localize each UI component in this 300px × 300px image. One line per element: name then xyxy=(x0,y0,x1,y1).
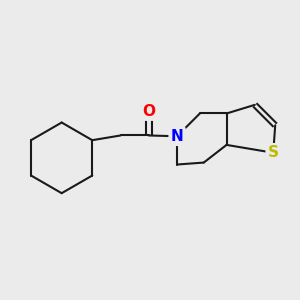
Text: N: N xyxy=(171,129,183,144)
Text: O: O xyxy=(142,103,155,118)
Text: S: S xyxy=(268,145,279,160)
